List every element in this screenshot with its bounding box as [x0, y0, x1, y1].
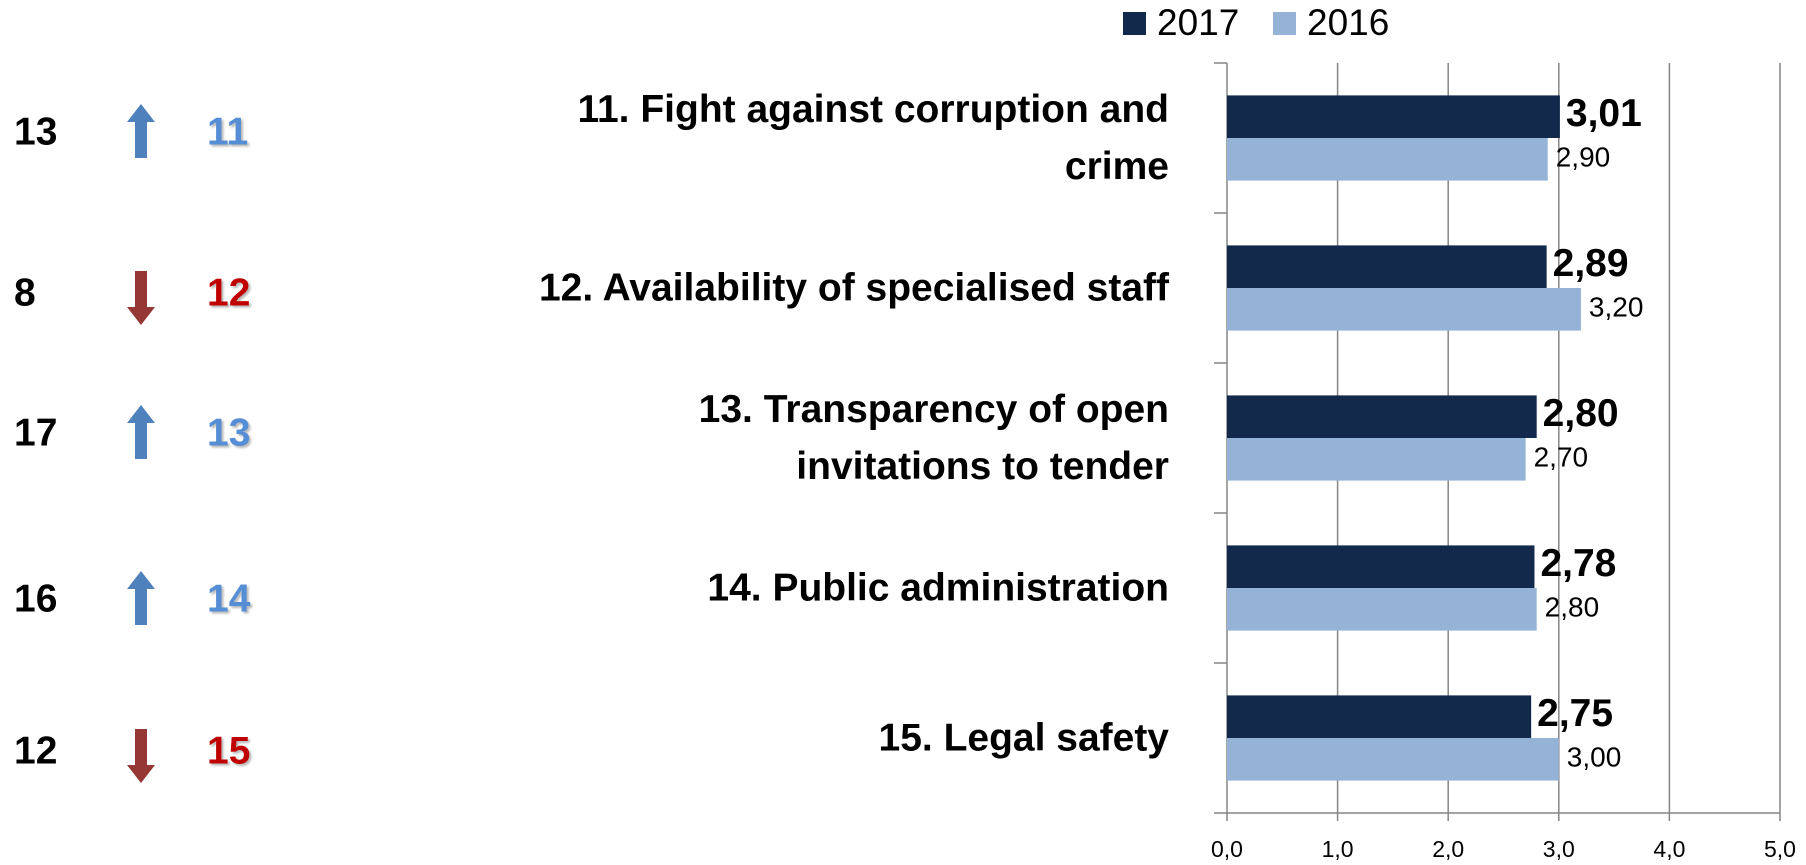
bar: [1227, 138, 1548, 181]
current-rank: 15: [207, 729, 250, 772]
category-label: crime: [1065, 145, 1169, 188]
legend-swatch: [1273, 12, 1296, 35]
value-label: 2,80: [1543, 392, 1619, 435]
previous-rank: 12: [14, 729, 57, 772]
value-label: 3,20: [1589, 292, 1644, 323]
bar: [1227, 95, 1560, 138]
current-rank: 11: [207, 110, 248, 153]
arrow-up: [127, 405, 155, 459]
category-label: 13. Transparency of open: [699, 388, 1169, 431]
x-tick-label: 3,0: [1543, 836, 1575, 862]
value-label: 2,90: [1556, 142, 1611, 173]
category-label: 11. Fight against corruption and: [577, 88, 1169, 131]
value-label: 2,70: [1534, 442, 1589, 473]
current-rank: 13: [207, 411, 250, 454]
bar: [1227, 545, 1535, 588]
x-tick-label: 0,0: [1211, 836, 1243, 862]
category-label: 15. Legal safety: [879, 716, 1170, 759]
bar: [1227, 288, 1581, 331]
arrow-up: [127, 571, 155, 625]
bar: [1227, 438, 1526, 481]
bar: [1227, 395, 1537, 438]
bar: [1227, 588, 1537, 631]
legend-label: 2016: [1307, 2, 1389, 43]
arrow-up: [127, 104, 155, 158]
value-label: 2,80: [1545, 592, 1600, 623]
arrow-down: [127, 271, 155, 325]
arrow-down: [127, 729, 155, 783]
value-label: 3,00: [1567, 742, 1622, 773]
bar: [1227, 245, 1547, 288]
value-label: 2,75: [1537, 692, 1613, 735]
legend-label: 2017: [1157, 2, 1239, 43]
category-label: 14. Public administration: [707, 566, 1169, 609]
current-rank: 14: [207, 577, 251, 620]
previous-rank: 17: [14, 411, 57, 454]
value-label: 2,89: [1553, 242, 1629, 285]
category-label: 12. Availability of specialised staff: [539, 266, 1170, 309]
legend-swatch: [1123, 12, 1146, 35]
x-tick-label: 2,0: [1432, 836, 1464, 862]
previous-rank: 8: [14, 271, 36, 314]
value-label: 3,01: [1566, 92, 1642, 135]
x-tick-label: 1,0: [1322, 836, 1354, 862]
x-tick-label: 4,0: [1653, 836, 1685, 862]
bar: [1227, 695, 1532, 738]
x-tick-label: 5,0: [1764, 836, 1796, 862]
value-label: 2,78: [1540, 542, 1616, 585]
previous-rank: 16: [14, 577, 57, 620]
bar: [1227, 738, 1559, 781]
current-rank: 12: [207, 271, 250, 314]
category-label: invitations to tender: [796, 445, 1169, 488]
previous-rank: 13: [14, 110, 57, 153]
